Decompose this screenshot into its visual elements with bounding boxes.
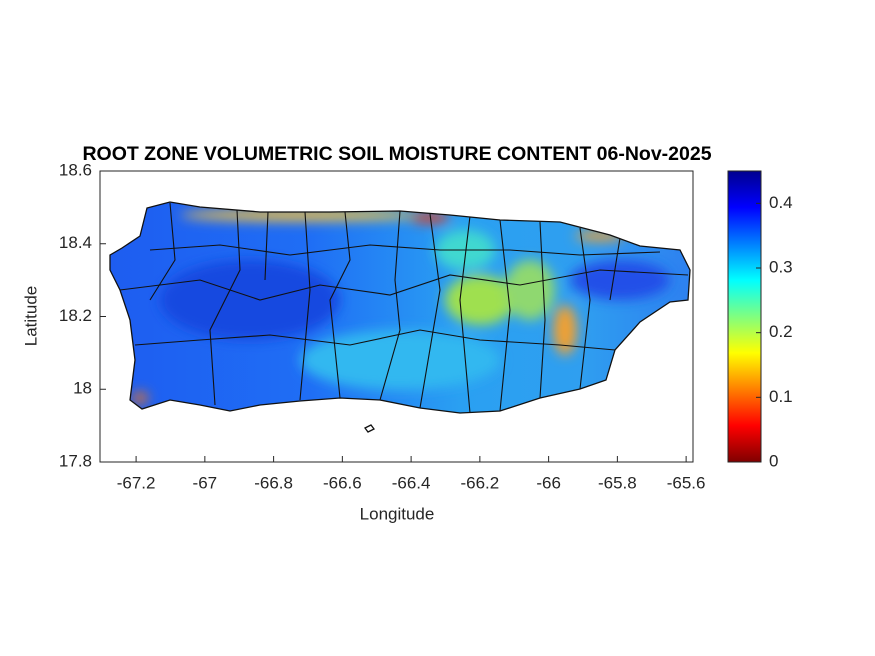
- x-tick-label: -65.6: [667, 473, 706, 492]
- x-axis-label: Longitude: [360, 504, 435, 523]
- colorbar-tick-label: 0.4: [769, 193, 793, 212]
- x-tick-label: -67: [193, 473, 218, 492]
- y-tick-label: 18: [73, 379, 92, 398]
- x-tick-label: -66: [536, 473, 561, 492]
- x-tick-label: -65.8: [598, 473, 637, 492]
- colorbar-tick-label: 0.2: [769, 322, 793, 341]
- colorbar: [727, 170, 762, 463]
- x-tick-label: -66.6: [323, 473, 362, 492]
- x-tick-label: -66.8: [254, 473, 293, 492]
- x-tick-label: -66.4: [392, 473, 431, 492]
- colorbar-tick-label: 0: [769, 451, 778, 470]
- y-tick-label: 17.8: [59, 451, 92, 470]
- y-tick-label: 18.6: [59, 160, 92, 179]
- x-tick-label: -66.2: [460, 473, 499, 492]
- colorbar-tick-label: 0.3: [769, 257, 793, 276]
- x-tick-label: -67.2: [117, 473, 156, 492]
- chart-title: ROOT ZONE VOLUMETRIC SOIL MOISTURE CONTE…: [82, 143, 711, 165]
- soil-moisture-map: [110, 202, 690, 413]
- colorbar-tick-label: 0.1: [769, 387, 793, 406]
- y-tick-label: 18.2: [59, 306, 92, 325]
- islet: [364, 424, 375, 433]
- y-tick-label: 18.4: [59, 233, 92, 252]
- y-axis-label: Latitude: [21, 286, 40, 347]
